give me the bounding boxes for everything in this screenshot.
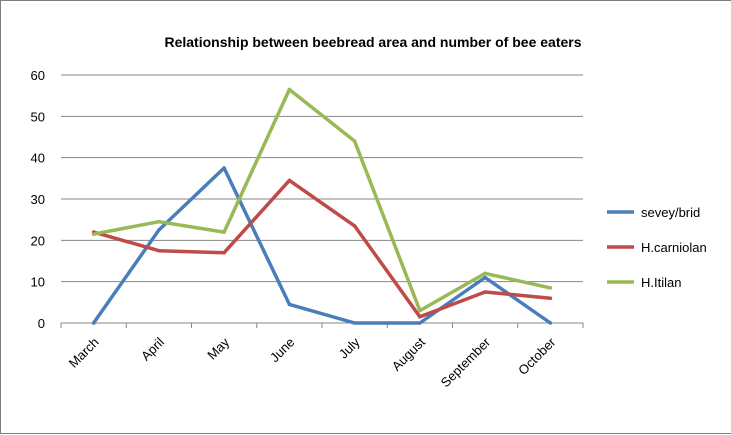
chart-title: Relationship between beebread area and n… bbox=[164, 34, 581, 50]
data-point bbox=[157, 248, 161, 253]
data-point bbox=[352, 321, 357, 325]
data-point bbox=[352, 139, 357, 143]
data-point bbox=[548, 321, 553, 325]
data-point bbox=[157, 219, 161, 224]
data-point bbox=[91, 321, 96, 325]
data-point bbox=[352, 224, 357, 228]
data-point bbox=[483, 290, 487, 294]
y-tick-label: 50 bbox=[31, 109, 45, 124]
legend-label: H.Itilan bbox=[641, 275, 681, 290]
data-point bbox=[548, 286, 553, 290]
y-tick-label: 20 bbox=[31, 233, 45, 248]
x-tick-label: May bbox=[204, 334, 232, 362]
data-point bbox=[483, 275, 487, 280]
legend-label: sevey/brid bbox=[641, 205, 700, 220]
legend-label: H.carniolan bbox=[641, 240, 707, 255]
y-tick-label: 10 bbox=[31, 275, 45, 290]
x-tick-label: September bbox=[438, 334, 494, 390]
x-tick-label: July bbox=[336, 334, 363, 361]
x-tick-label: April bbox=[138, 334, 167, 363]
x-tick-label: October bbox=[515, 334, 559, 378]
x-tick-label: March bbox=[66, 335, 102, 371]
data-point bbox=[157, 228, 161, 232]
series-line-h-itilan bbox=[91, 87, 553, 313]
data-point bbox=[222, 250, 226, 255]
data-point bbox=[91, 232, 96, 236]
data-point bbox=[418, 321, 422, 325]
data-point bbox=[287, 178, 292, 183]
data-point bbox=[418, 308, 422, 313]
series-line-h-carniolan bbox=[91, 178, 553, 319]
data-point bbox=[483, 271, 487, 276]
data-point bbox=[222, 166, 226, 170]
data-point bbox=[222, 230, 226, 234]
data-point bbox=[287, 87, 292, 92]
data-point bbox=[418, 315, 422, 319]
x-tick-label: August bbox=[389, 334, 428, 373]
data-point bbox=[287, 302, 292, 307]
y-tick-label: 0 bbox=[38, 316, 45, 331]
y-tick-label: 60 bbox=[31, 68, 45, 83]
series-line-sevey-brid bbox=[91, 166, 553, 325]
y-tick-label: 40 bbox=[31, 151, 45, 166]
x-tick-label: June bbox=[267, 335, 298, 366]
y-tick-label: 30 bbox=[31, 192, 45, 207]
data-point bbox=[548, 296, 553, 300]
